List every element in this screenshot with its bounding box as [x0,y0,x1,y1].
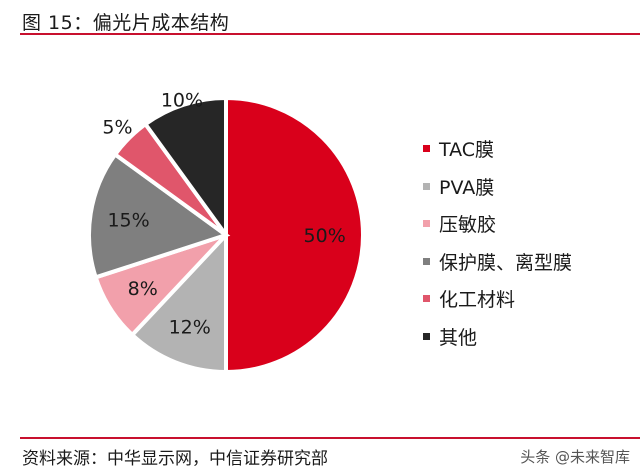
legend-swatch-icon [423,332,430,340]
pie-slice [142,95,228,242]
slice-value-label: 12% [169,317,211,339]
legend-item-protective-film: 保护膜、离型膜 [423,243,572,281]
legend-item-psa: 压敏胶 [423,205,572,243]
legend-swatch-icon [423,220,430,228]
legend-item-tac: TAC膜 [423,130,572,168]
source-note: 资料来源：中华显示网，中信证券研究部 [22,449,328,469]
legend-label: 化工材料 [439,289,516,312]
legend-swatch-icon [423,295,430,303]
legend-item-pva: PVA膜 [423,168,572,206]
watermark: 头条 @未来智库 [520,448,630,466]
slice-value-label: 10% [161,89,203,111]
legend-swatch-icon [423,145,430,153]
pie-slice [87,151,231,280]
legend-label: TAC膜 [439,139,495,162]
pie-slices [87,95,365,375]
slice-value-label: 5% [102,117,132,139]
legend-item-chemicals: 化工材料 [423,280,572,318]
legend-label: PVA膜 [439,176,495,199]
chart-legend: TAC膜 PVA膜 压敏胶 保护膜、离型膜 化工材料 其他 [423,130,572,355]
legend-label: 压敏胶 [439,214,497,237]
legend-swatch-icon [423,257,430,265]
figure-title: 图 15：偏光片成本结构 [22,12,230,34]
slice-value-label: 15% [107,210,149,232]
legend-label: 保护膜、离型膜 [439,251,573,274]
footer-divider [20,437,640,439]
title-divider [20,33,640,35]
legend-swatch-icon [423,182,430,190]
pie-slice [129,229,228,375]
pie-labels: 50% 12% 8% 15% 5% 10% [102,89,345,338]
pie-slice [224,95,365,375]
slice-value-label: 50% [304,225,346,247]
slice-value-label: 8% [128,278,158,300]
legend-item-other: 其他 [423,318,572,356]
legend-label: 其他 [439,326,478,349]
